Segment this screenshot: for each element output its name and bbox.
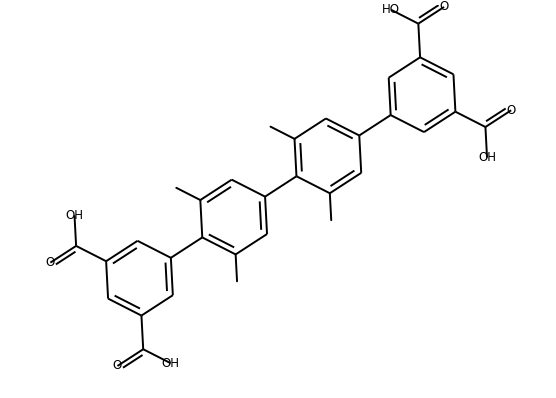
Text: O: O — [507, 104, 516, 117]
Text: OH: OH — [162, 357, 180, 370]
Text: OH: OH — [478, 151, 496, 164]
Text: OH: OH — [66, 209, 83, 222]
Text: O: O — [46, 256, 55, 269]
Text: O: O — [113, 359, 122, 373]
Text: O: O — [439, 0, 449, 14]
Text: HO: HO — [382, 3, 400, 16]
